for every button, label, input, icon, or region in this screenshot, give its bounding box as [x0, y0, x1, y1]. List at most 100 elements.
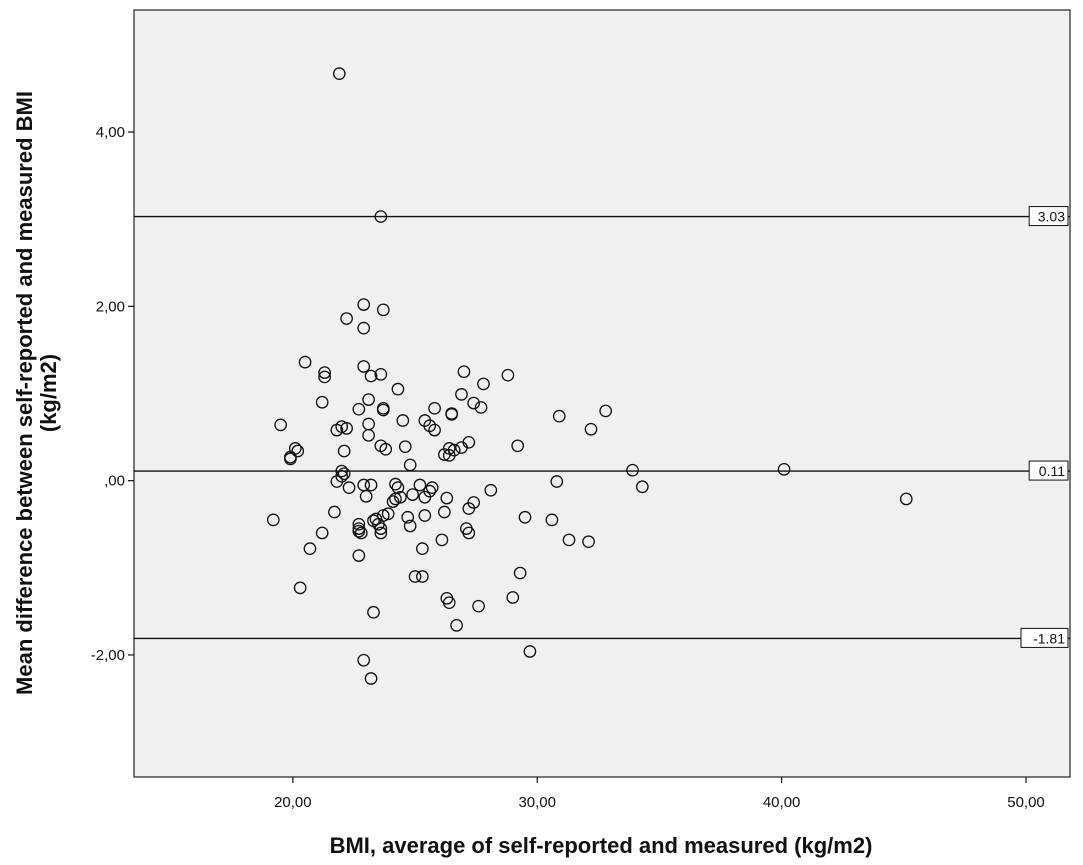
data-point	[374, 210, 388, 223]
data-point	[472, 599, 485, 613]
data-point	[523, 645, 537, 658]
x-tick-label: 20,00	[274, 794, 312, 811]
data-point	[418, 490, 432, 504]
y-tick-label: 2,00	[96, 298, 125, 315]
plot-area	[133, 9, 1071, 778]
data-point	[335, 464, 349, 478]
data-point	[359, 489, 373, 503]
data-point	[318, 370, 331, 384]
data-point	[391, 382, 405, 396]
data-point	[474, 401, 488, 414]
data-point	[477, 377, 490, 391]
x-tick-label: 30,00	[518, 794, 556, 811]
data-point	[455, 388, 468, 401]
data-point	[340, 312, 353, 325]
data-point	[401, 510, 415, 524]
reference-label-box	[1028, 206, 1069, 227]
data-point	[403, 519, 417, 533]
data-point	[899, 492, 913, 506]
data-point	[364, 369, 378, 383]
reference-label-box	[1028, 460, 1069, 481]
data-point	[318, 366, 331, 379]
data-point	[428, 423, 441, 437]
data-point	[328, 505, 341, 519]
reference-lines: 3.03 0.11 -1.81	[134, 206, 1070, 648]
data-point	[394, 490, 407, 504]
data-point	[357, 321, 371, 335]
data-point	[408, 570, 422, 583]
data-point	[274, 418, 287, 432]
data-point	[362, 428, 375, 442]
data-point	[374, 526, 388, 540]
data-point	[635, 480, 649, 494]
data-point	[376, 303, 390, 317]
data-point	[389, 477, 402, 491]
data-point	[450, 618, 463, 632]
data-point	[416, 570, 429, 583]
data-point	[416, 542, 429, 555]
reference-label: 3.03	[1038, 209, 1065, 225]
data-point	[501, 368, 515, 382]
data-point	[518, 510, 532, 524]
data-point	[332, 67, 346, 80]
data-point	[337, 444, 351, 458]
data-point	[315, 526, 329, 540]
y-axis-title: Mean difference between self-reported an…	[12, 91, 61, 695]
data-points	[266, 67, 913, 685]
data-point	[438, 505, 451, 519]
data-point	[440, 491, 454, 505]
data-point	[315, 395, 329, 409]
data-point	[562, 533, 576, 547]
data-point	[364, 672, 378, 685]
data-point	[552, 409, 566, 423]
data-point	[413, 478, 427, 492]
data-point	[354, 526, 368, 540]
data-point	[357, 653, 371, 667]
y-axis-title-line-2: (kg/m2)	[36, 354, 61, 432]
data-point	[396, 414, 410, 427]
data-point	[364, 478, 378, 492]
data-point	[386, 495, 400, 508]
data-point	[342, 481, 356, 494]
data-point	[513, 566, 527, 580]
data-point	[376, 403, 390, 417]
data-point	[467, 396, 481, 410]
y-tick-label: -2,00	[91, 647, 125, 664]
data-point	[352, 517, 366, 531]
data-point	[352, 524, 366, 538]
data-point	[457, 365, 471, 379]
data-point	[293, 581, 307, 595]
data-point	[298, 355, 312, 369]
data-point	[357, 360, 371, 373]
y-axis-ticks: 4,00 2,00 ,00 -2,00	[91, 124, 134, 664]
data-point	[398, 440, 412, 454]
data-point	[435, 533, 449, 547]
data-point	[445, 408, 459, 421]
data-point	[462, 435, 476, 449]
data-point	[626, 463, 639, 477]
data-point	[550, 475, 564, 488]
data-point	[340, 422, 353, 435]
data-point	[442, 449, 456, 462]
data-point	[425, 481, 439, 494]
data-point	[545, 513, 559, 527]
data-point	[584, 422, 598, 436]
data-point	[330, 475, 344, 488]
data-point	[379, 442, 393, 456]
data-point	[599, 404, 613, 418]
data-point	[376, 509, 390, 522]
data-point	[266, 513, 280, 527]
data-point	[462, 526, 476, 540]
data-point	[352, 402, 366, 416]
y-tick-label: 4,00	[96, 124, 125, 141]
data-point	[303, 542, 317, 555]
data-point	[406, 488, 419, 501]
x-axis-title: BMI, average of self-reported and measur…	[330, 833, 873, 858]
data-point	[582, 535, 595, 549]
y-tick-label: ,00	[104, 473, 125, 490]
x-tick-label: 50,00	[1007, 794, 1045, 811]
data-point	[418, 509, 432, 522]
data-point	[777, 462, 791, 476]
data-point	[484, 483, 498, 497]
data-point	[367, 605, 380, 619]
